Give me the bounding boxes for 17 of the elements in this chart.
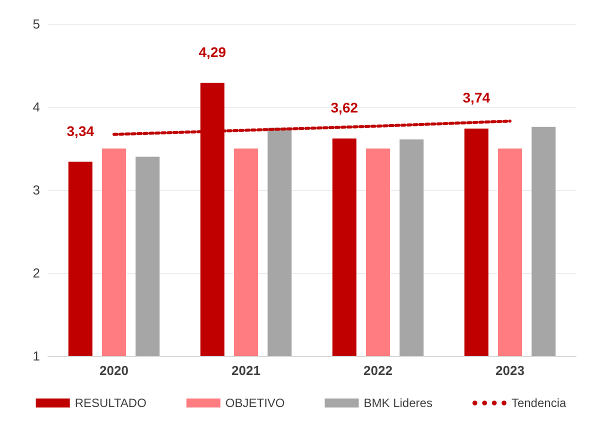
y-tick-label: 1 — [32, 348, 40, 364]
x-tick-label: 2023 — [496, 363, 524, 378]
y-tick-label: 2 — [32, 266, 40, 280]
data-label: 3,34 — [66, 122, 94, 139]
data-label: 3,74 — [462, 90, 490, 106]
legend-label: OBJETIVO — [225, 396, 285, 410]
y-tick-label: 5 — [32, 16, 40, 32]
legend-label: RESULTADO — [74, 396, 146, 410]
legend-label: Tendencia — [511, 396, 566, 410]
y-tick-label: 4 — [32, 100, 40, 114]
legend-label: BMK Lideres — [364, 396, 432, 410]
x-tick-label: 2020 — [100, 363, 128, 378]
x-tick-label: 2022 — [364, 363, 392, 378]
x-tick-label: 2021 — [232, 363, 260, 378]
y-tick-label: 3 — [32, 182, 40, 198]
data-label: 3,62 — [330, 100, 358, 116]
data-label: 4,29 — [198, 44, 226, 60]
